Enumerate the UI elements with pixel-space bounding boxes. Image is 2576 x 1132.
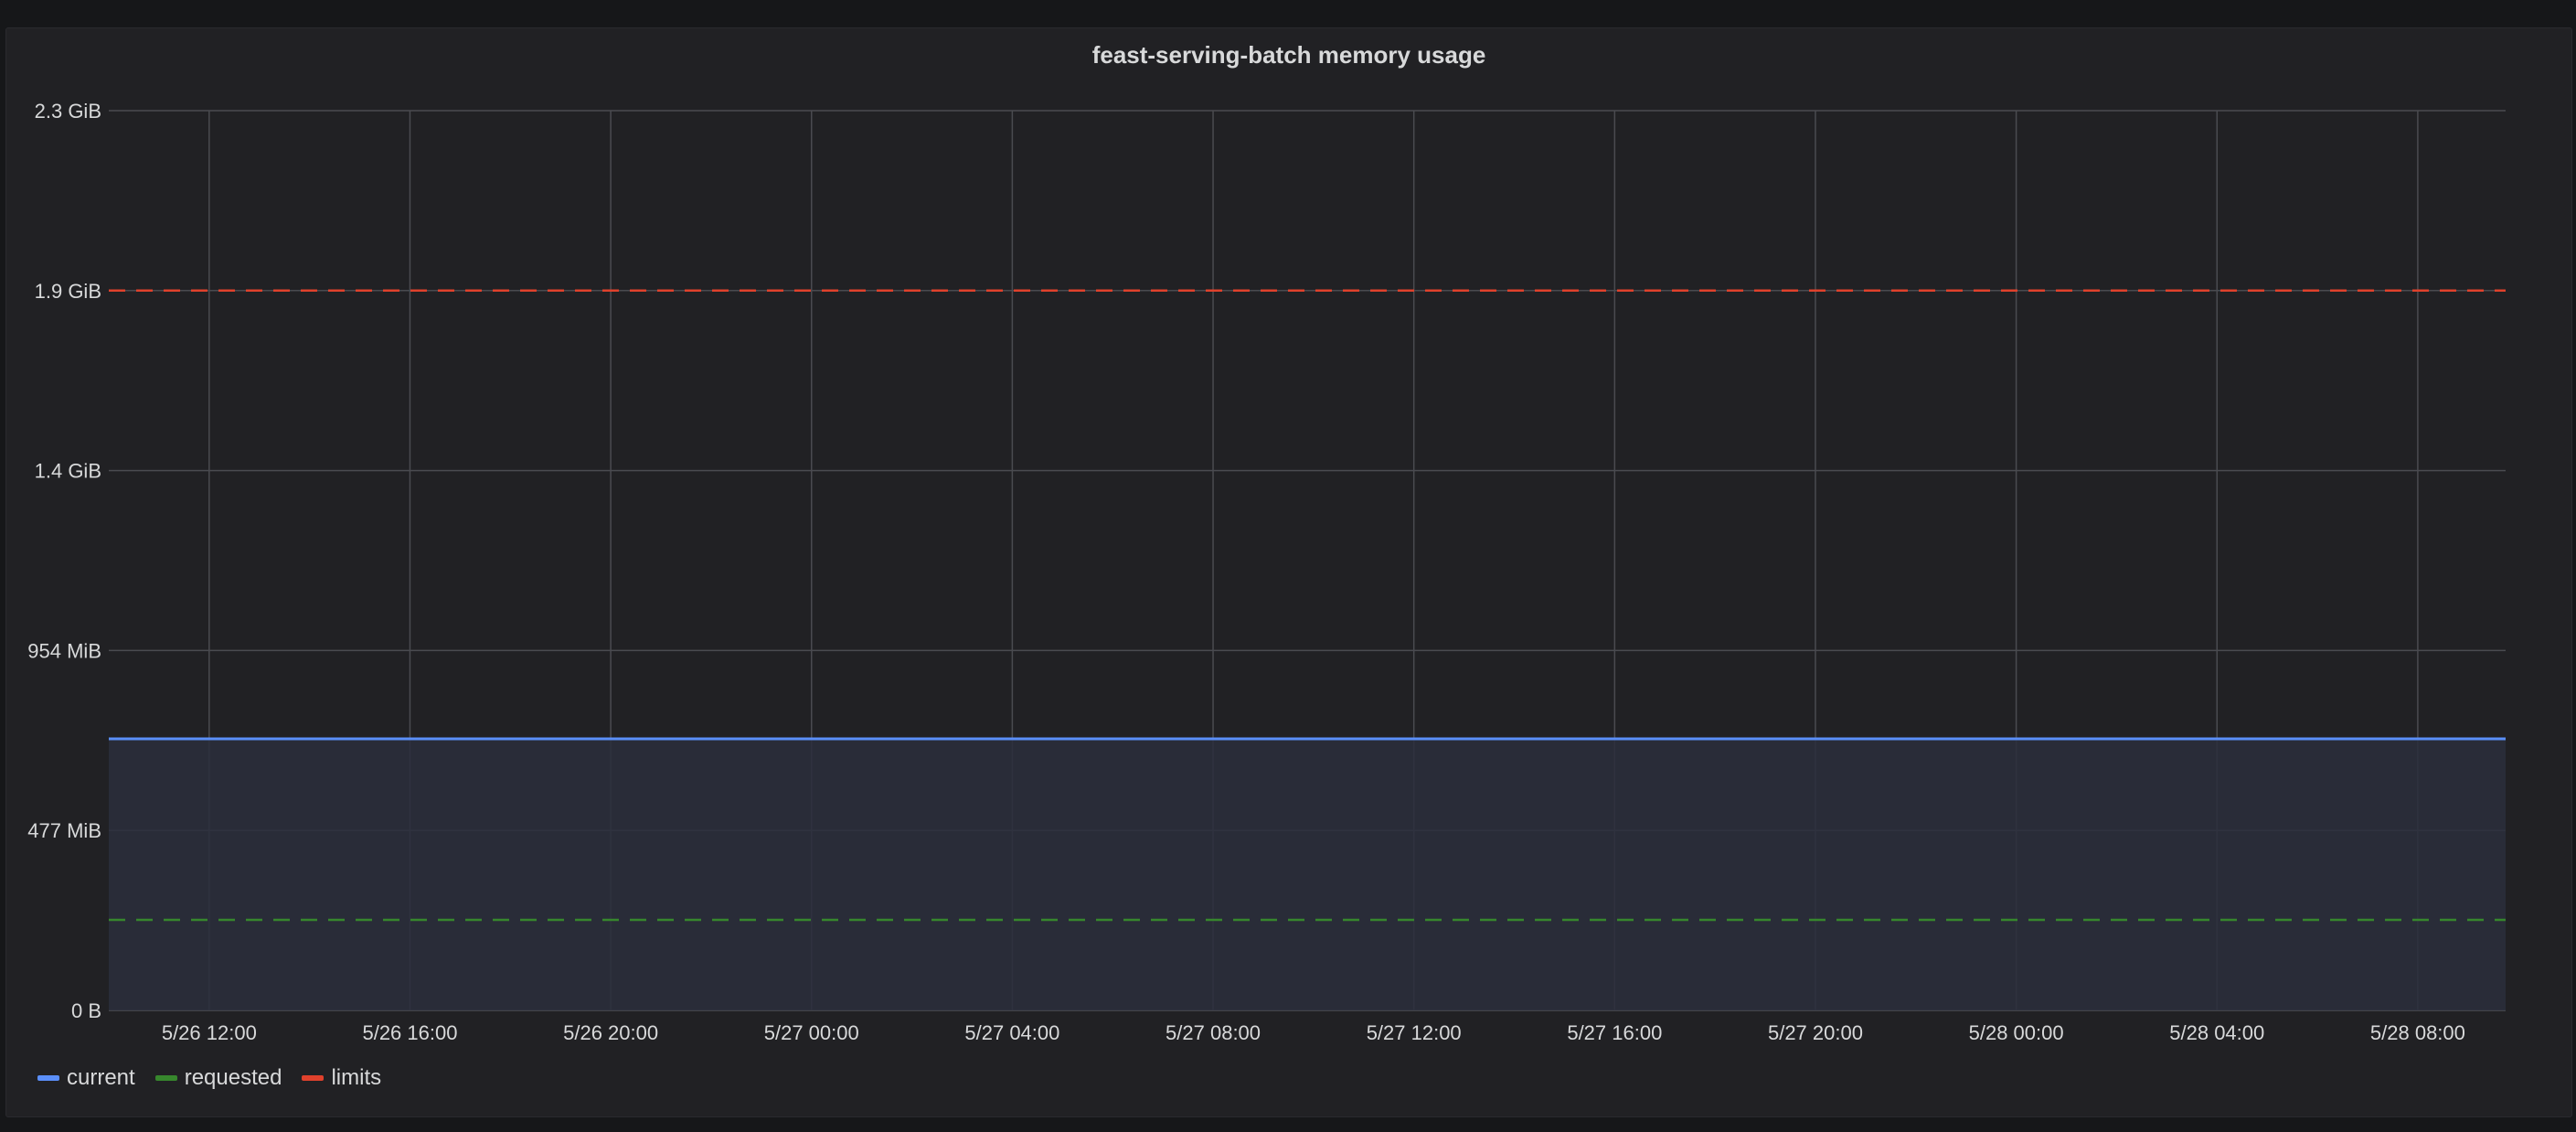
x-tick-label: 5/27 16:00 <box>1567 1021 1662 1044</box>
legend-label-requested: requested <box>184 1065 282 1090</box>
legend-item-current[interactable]: current <box>37 1065 135 1091</box>
legend-item-limits[interactable]: limits <box>302 1065 381 1091</box>
y-tick-label: 2.3 GiB <box>35 100 101 123</box>
x-axis: 5/26 12:00 5/26 16:00 5/26 20:00 5/27 00:00… <box>162 1021 2465 1044</box>
series-layer <box>109 289 2506 1010</box>
series-current-area <box>109 738 2506 1010</box>
legend-label-current: current <box>67 1065 135 1090</box>
y-tick-label: 954 MiB <box>27 639 101 662</box>
y-axis: 0 B 477 MiB 954 MiB 1.4 GiB 1.9 GiB 2.3 GiB <box>27 100 101 1022</box>
x-tick-label: 5/28 00:00 <box>1969 1021 2064 1044</box>
legend-item-requested[interactable]: requested <box>154 1065 282 1091</box>
x-tick-label: 5/27 08:00 <box>1166 1021 1261 1044</box>
y-tick-label: 1.4 GiB <box>35 460 101 483</box>
y-tick-label: 1.9 GiB <box>35 280 101 303</box>
memory-usage-chart: 0 B 477 MiB 954 MiB 1.4 GiB 1.9 GiB 2.3 GiB 5… <box>27 100 2506 1044</box>
legend-label-limits: limits <box>331 1065 382 1090</box>
x-tick-label: 5/27 04:00 <box>964 1021 1059 1044</box>
x-tick-label: 5/27 12:00 <box>1367 1021 1462 1044</box>
x-tick-label: 5/26 16:00 <box>362 1021 457 1044</box>
legend: current requested limits <box>37 1065 381 1091</box>
x-tick-label: 5/27 20:00 <box>1768 1021 1863 1044</box>
y-tick-label: 477 MiB <box>27 819 101 842</box>
panel-title[interactable]: feast-serving-batch memory usage <box>1091 41 1486 69</box>
x-tick-label: 5/28 08:00 <box>2370 1021 2465 1044</box>
legend-swatch-requested <box>154 1075 177 1081</box>
legend-swatch-current <box>37 1075 59 1081</box>
chart-panel: feast-serving-batch memory usage 0 B 477 … <box>5 27 2572 1117</box>
x-tick-label: 5/27 00:00 <box>764 1021 859 1044</box>
x-tick-label: 5/26 20:00 <box>563 1021 658 1044</box>
legend-swatch-limits <box>302 1075 325 1081</box>
x-tick-label: 5/26 12:00 <box>162 1021 257 1044</box>
y-tick-label: 0 B <box>71 999 101 1022</box>
x-tick-label: 5/28 04:00 <box>2169 1021 2264 1044</box>
